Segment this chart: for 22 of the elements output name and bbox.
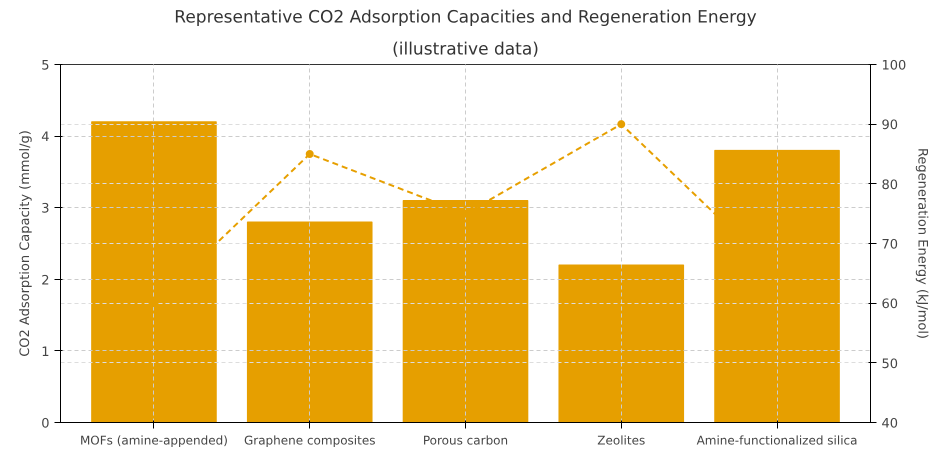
y2-tick-label: 60	[882, 297, 898, 312]
x-tick-label: Amine-functionalized silica	[696, 434, 858, 448]
y2-axis-title: Regeneration Energy (kJ/mol)	[914, 148, 930, 340]
y-tick-label: 4	[41, 130, 50, 146]
y2-tick-label: 40	[882, 416, 898, 432]
chart-title: Representative CO2 Adsorption Capacities and Regeneration Energy	[174, 8, 757, 28]
y2-tick-label: 100	[882, 58, 906, 74]
x-tick-label: Graphene composites	[244, 434, 376, 448]
y-tick-label: 1	[41, 344, 50, 360]
x-tick-label: Porous carbon	[422, 434, 508, 448]
y2-tick-label: 90	[882, 118, 898, 134]
y2-tick-label: 50	[882, 356, 898, 372]
y-tick-label: 0	[41, 416, 50, 432]
y2-tick-label: 80	[882, 178, 898, 193]
y-tick-label: 5	[41, 58, 50, 74]
chart-subtitle: (illustrative data)	[392, 40, 539, 60]
x-tick-label: Zeolites	[597, 434, 646, 448]
y-tick-label: 2	[41, 273, 50, 288]
y-tick-label: 3	[41, 202, 50, 217]
y2-tick-label: 70	[882, 238, 898, 252]
y-axis-title: CO2 Adsorption Capacity (mmol/g)	[18, 130, 34, 357]
x-tick-label: MOFs (amine-appended)	[80, 434, 228, 448]
